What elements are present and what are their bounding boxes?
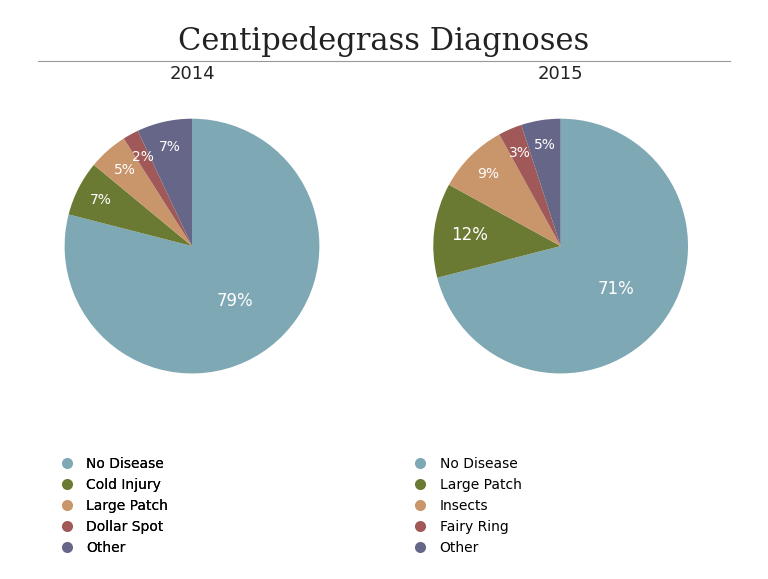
Wedge shape [137, 119, 192, 246]
Text: 9%: 9% [478, 167, 499, 181]
Text: Centipedegrass Diagnoses: Centipedegrass Diagnoses [178, 26, 590, 57]
Wedge shape [65, 119, 319, 373]
Text: 7%: 7% [159, 140, 180, 153]
Text: 12%: 12% [452, 226, 488, 244]
Wedge shape [521, 119, 561, 246]
Text: 5%: 5% [534, 138, 555, 152]
Wedge shape [499, 125, 561, 246]
Wedge shape [433, 185, 561, 278]
Text: 71%: 71% [598, 280, 634, 298]
Title: 2014: 2014 [169, 64, 215, 83]
Legend: No Disease, Large Patch, Insects, Fairy Ring, Other: No Disease, Large Patch, Insects, Fairy … [406, 457, 521, 555]
Wedge shape [437, 119, 688, 373]
Wedge shape [124, 131, 192, 246]
Title: 2015: 2015 [538, 64, 584, 83]
Text: 79%: 79% [217, 292, 253, 310]
Text: 7%: 7% [91, 193, 112, 207]
Wedge shape [68, 165, 192, 246]
Legend: No Disease, Cold Injury, Large Patch, Dollar Spot, Other: No Disease, Cold Injury, Large Patch, Do… [53, 457, 168, 555]
Text: 2%: 2% [132, 150, 154, 164]
Wedge shape [449, 134, 561, 246]
Wedge shape [94, 138, 192, 246]
Text: 3%: 3% [509, 145, 531, 160]
Text: 5%: 5% [114, 163, 135, 177]
